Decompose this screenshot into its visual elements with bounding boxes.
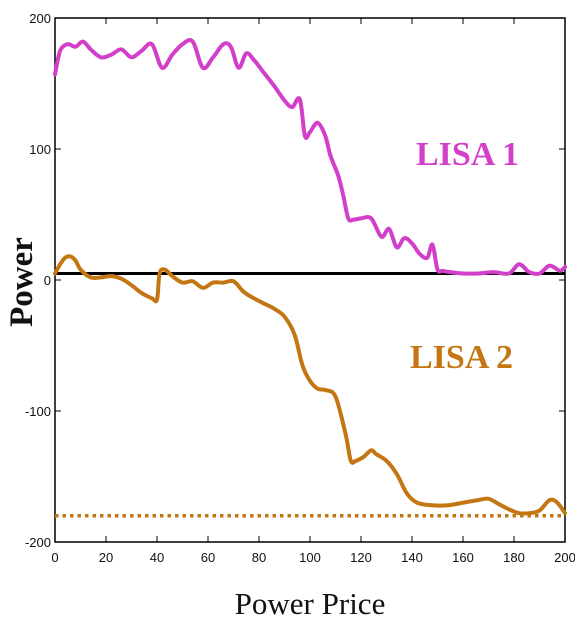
y-tick-label: -100	[25, 404, 51, 419]
y-tick-label: 200	[29, 11, 51, 26]
y-tick-label: 0	[44, 273, 51, 288]
x-tick-label: 40	[150, 550, 164, 565]
x-tick-label: 200	[554, 550, 575, 565]
x-tick-label: 80	[252, 550, 266, 565]
x-tick-label: 100	[299, 550, 321, 565]
x-tick-label: 160	[452, 550, 474, 565]
lisa1-series-line	[53, 38, 567, 276]
x-tick-label: 140	[401, 550, 423, 565]
x-axis-ticks: 0 20 40 60 80 100 120 140 160 180 200	[51, 18, 575, 565]
x-tick-label: 60	[201, 550, 215, 565]
plot-area	[54, 17, 566, 543]
lisa1-series-label: LISA 1	[416, 136, 519, 173]
x-tick-label: 0	[51, 550, 58, 565]
x-tick-label: 180	[503, 550, 525, 565]
y-tick-label: -200	[25, 535, 51, 550]
y-axis-label: Power	[4, 237, 40, 327]
lisa2-series-label: LISA 2	[410, 339, 513, 376]
x-axis-label: Power Price	[235, 586, 386, 621]
y-axis-ticks: 200 100 0 -100 -200	[25, 11, 565, 550]
y-tick-label: 100	[29, 142, 51, 157]
lisa2-series-line	[53, 254, 567, 516]
x-tick-label: 120	[350, 550, 372, 565]
x-tick-label: 20	[99, 550, 113, 565]
